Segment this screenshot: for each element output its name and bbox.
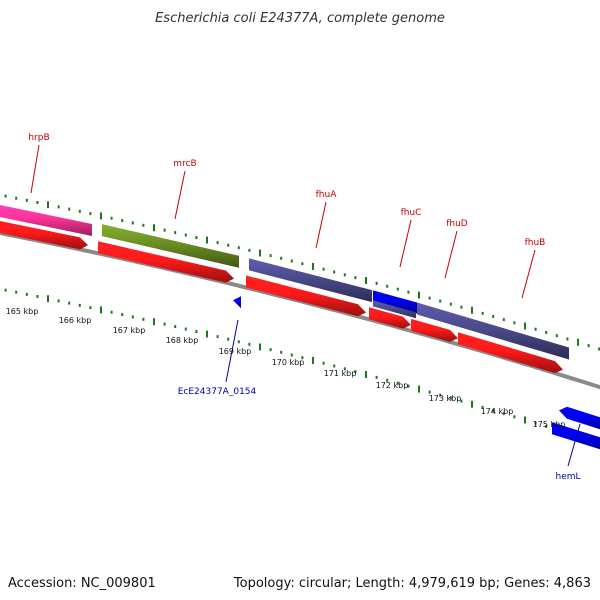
gene-label-hrpB[interactable]: hrpB — [28, 133, 49, 143]
cds-arrow[interactable] — [411, 318, 458, 342]
gene-arrow-EcE24377A-0154[interactable] — [233, 296, 241, 309]
gene-label-fhuB[interactable]: fhuB — [525, 238, 546, 248]
gene-label-fhuC[interactable]: fhuC — [401, 208, 422, 218]
topology-text: Topology: circular; Length: 4,979,619 bp… — [233, 576, 591, 591]
leader-line — [30, 144, 40, 194]
cds-arrow[interactable] — [369, 307, 411, 329]
gene-label-EcE24377A-0154[interactable]: EcE24377A_0154 — [178, 387, 257, 397]
leader-line — [444, 230, 458, 279]
gene-block-hrpB[interactable] — [0, 203, 92, 236]
kbp-label: 170 kbp — [272, 358, 305, 367]
kbp-label: 169 kbp — [219, 347, 252, 356]
gene-block-fhuA[interactable] — [249, 258, 372, 303]
map-title: Escherichia coli E24377A, complete genom… — [155, 11, 445, 26]
cds-arrow[interactable] — [98, 241, 234, 283]
gene-block-fhuC[interactable] — [373, 290, 417, 314]
leader-line — [174, 170, 186, 220]
kbp-label: 167 kbp — [113, 326, 146, 335]
gene-block-fhuB[interactable] — [417, 302, 569, 360]
feature-tracks[interactable] — [0, 203, 600, 452]
kbp-label: 174 kbp — [481, 407, 514, 416]
kbp-label: 171 kbp — [324, 369, 357, 378]
gene-label-mrcB[interactable]: mrcB — [173, 159, 196, 169]
accession-text: Accession: NC_009801 — [8, 576, 156, 591]
leader-line — [315, 201, 327, 249]
kbp-label: 168 kbp — [166, 336, 199, 345]
cds-arrow[interactable] — [246, 275, 366, 317]
gene-block-mrcB[interactable] — [102, 224, 239, 268]
gene-labels: hrpB mrcB fhuA fhuC fhuD fhuB EcE24377A_… — [28, 133, 580, 482]
kbp-label: 166 kbp — [59, 316, 92, 325]
leader-line — [521, 249, 536, 299]
leader-line — [399, 219, 412, 268]
tick-marks — [4, 194, 600, 445]
kbp-label: 165 kbp — [6, 307, 39, 316]
kbp-label: 173 kbp — [429, 394, 462, 403]
cds-arrow[interactable] — [0, 219, 88, 250]
gene-label-fhuA[interactable]: fhuA — [316, 190, 338, 200]
gene-label-fhuD[interactable]: fhuD — [446, 219, 468, 229]
gene-arrow-hemL-upper[interactable] — [559, 406, 600, 433]
kbp-label: 172 kbp — [376, 381, 409, 390]
kbp-scale-labels: 165 kbp 166 kbp 167 kbp 168 kbp 169 kbp … — [6, 307, 566, 429]
gene-label-hemL[interactable]: hemL — [555, 472, 580, 482]
cds-arrow[interactable] — [458, 332, 563, 374]
gene-block-fhuC-sub[interactable] — [373, 300, 416, 319]
leader-line — [225, 319, 239, 383]
gene-arrow-hemL[interactable] — [552, 422, 600, 452]
kbp-label: 175 kbp — [533, 420, 566, 429]
leader-line — [567, 423, 581, 467]
label-leader-lines — [30, 144, 581, 467]
